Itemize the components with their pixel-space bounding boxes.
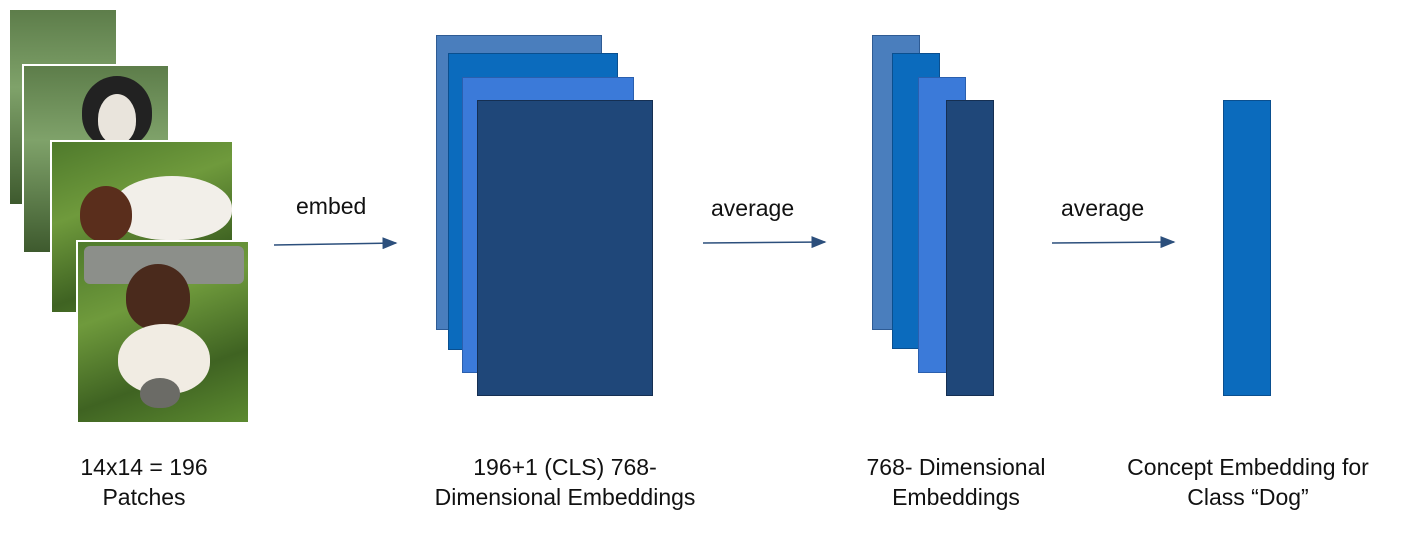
embed-arrow-label: embed xyxy=(296,193,367,219)
average-arrow-2 xyxy=(1051,236,1176,249)
dog-photo-4 xyxy=(76,240,250,424)
embeddings-caption-line1: 196+1 (CLS) 768- xyxy=(473,454,657,480)
concept-caption: Concept Embedding for Class “Dog” xyxy=(1104,452,1392,512)
average-arrow-label-1: average xyxy=(711,195,795,221)
embeddings-caption-line2: Dimensional Embeddings xyxy=(434,484,696,510)
dim-caption: 768- Dimensional Embeddings xyxy=(846,452,1066,512)
dim-caption-line1: 768- Dimensional xyxy=(866,454,1046,480)
embeddings-caption: 196+1 (CLS) 768- Dimensional Embeddings xyxy=(405,452,725,512)
patches-caption-line1: 14x14 = 196 xyxy=(80,454,208,480)
concept-caption-line1: Concept Embedding for xyxy=(1127,454,1369,480)
average-arrow-1 xyxy=(702,236,827,249)
dim-layer-4 xyxy=(946,100,994,396)
patches-caption-line2: Patches xyxy=(102,484,186,510)
embedding-layer-4 xyxy=(477,100,653,396)
concept-caption-line2: Class “Dog” xyxy=(1187,484,1309,510)
embed-arrow xyxy=(273,237,398,250)
patches-caption: 14x14 = 196 Patches xyxy=(44,452,244,512)
average-arrow-label-2: average xyxy=(1061,195,1145,221)
dim-caption-line2: Embeddings xyxy=(892,484,1020,510)
concept-embedding-bar xyxy=(1223,100,1271,396)
